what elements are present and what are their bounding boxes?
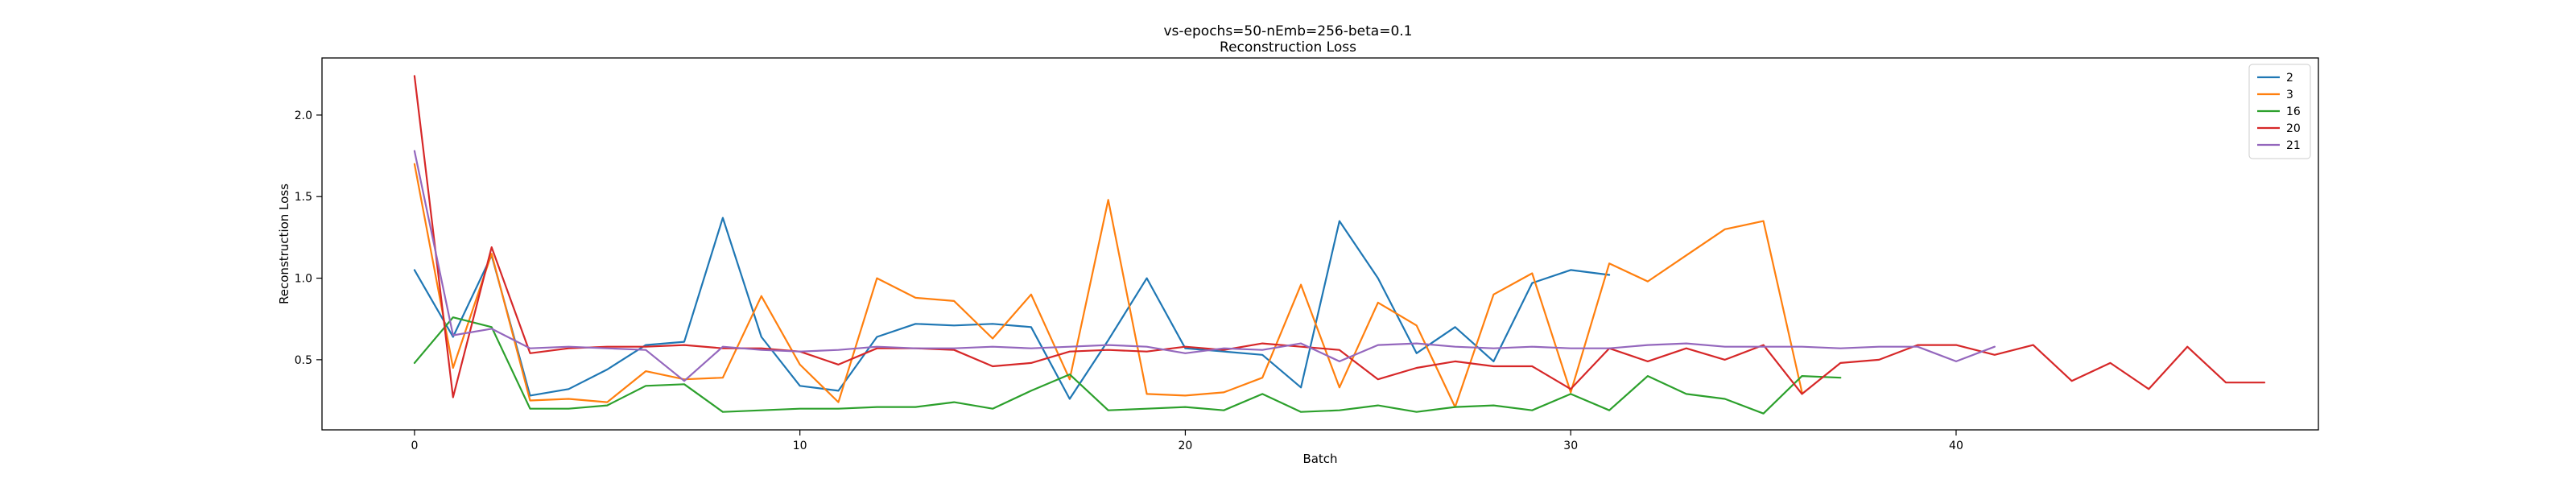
x-axis-label: Batch bbox=[1302, 452, 1337, 466]
legend-label-2: 2 bbox=[2286, 72, 2293, 85]
x-tick-label: 0 bbox=[411, 440, 418, 452]
series-line-20 bbox=[413, 75, 2266, 398]
plot-content bbox=[413, 75, 2266, 415]
y-axis-label: Reconstruction Loss bbox=[277, 184, 291, 304]
x-tick-label: 40 bbox=[1949, 440, 1963, 452]
chart-title: vs-epochs=50-nEmb=256-beta=0.1 bbox=[1164, 23, 1413, 39]
axes: 0 10 20 30 40 0.5 1.0 1.5 2.0 bbox=[295, 109, 1963, 452]
y-tick-label: 1.5 bbox=[295, 191, 312, 204]
x-tick-label: 20 bbox=[1179, 440, 1193, 452]
y-tick-label: 2.0 bbox=[295, 109, 312, 122]
x-tick-label: 30 bbox=[1563, 440, 1578, 452]
legend-label-16: 16 bbox=[2286, 105, 2301, 118]
legend-label-21: 21 bbox=[2286, 139, 2301, 152]
legend-label-20: 20 bbox=[2286, 122, 2301, 135]
chart-subtitle: Reconstruction Loss bbox=[1220, 39, 1356, 56]
series-line-2 bbox=[413, 217, 1611, 400]
legend: 2 3 16 20 21 bbox=[2248, 64, 2311, 159]
legend-label-3: 3 bbox=[2286, 89, 2293, 101]
series-line-21 bbox=[413, 150, 1996, 382]
series-line-3 bbox=[413, 163, 1803, 408]
x-tick-label: 10 bbox=[793, 440, 807, 452]
plot-frame bbox=[321, 57, 2319, 431]
series-line-16 bbox=[413, 316, 1842, 415]
y-tick-label: 0.5 bbox=[295, 354, 312, 367]
y-tick-label: 1.0 bbox=[295, 273, 312, 286]
